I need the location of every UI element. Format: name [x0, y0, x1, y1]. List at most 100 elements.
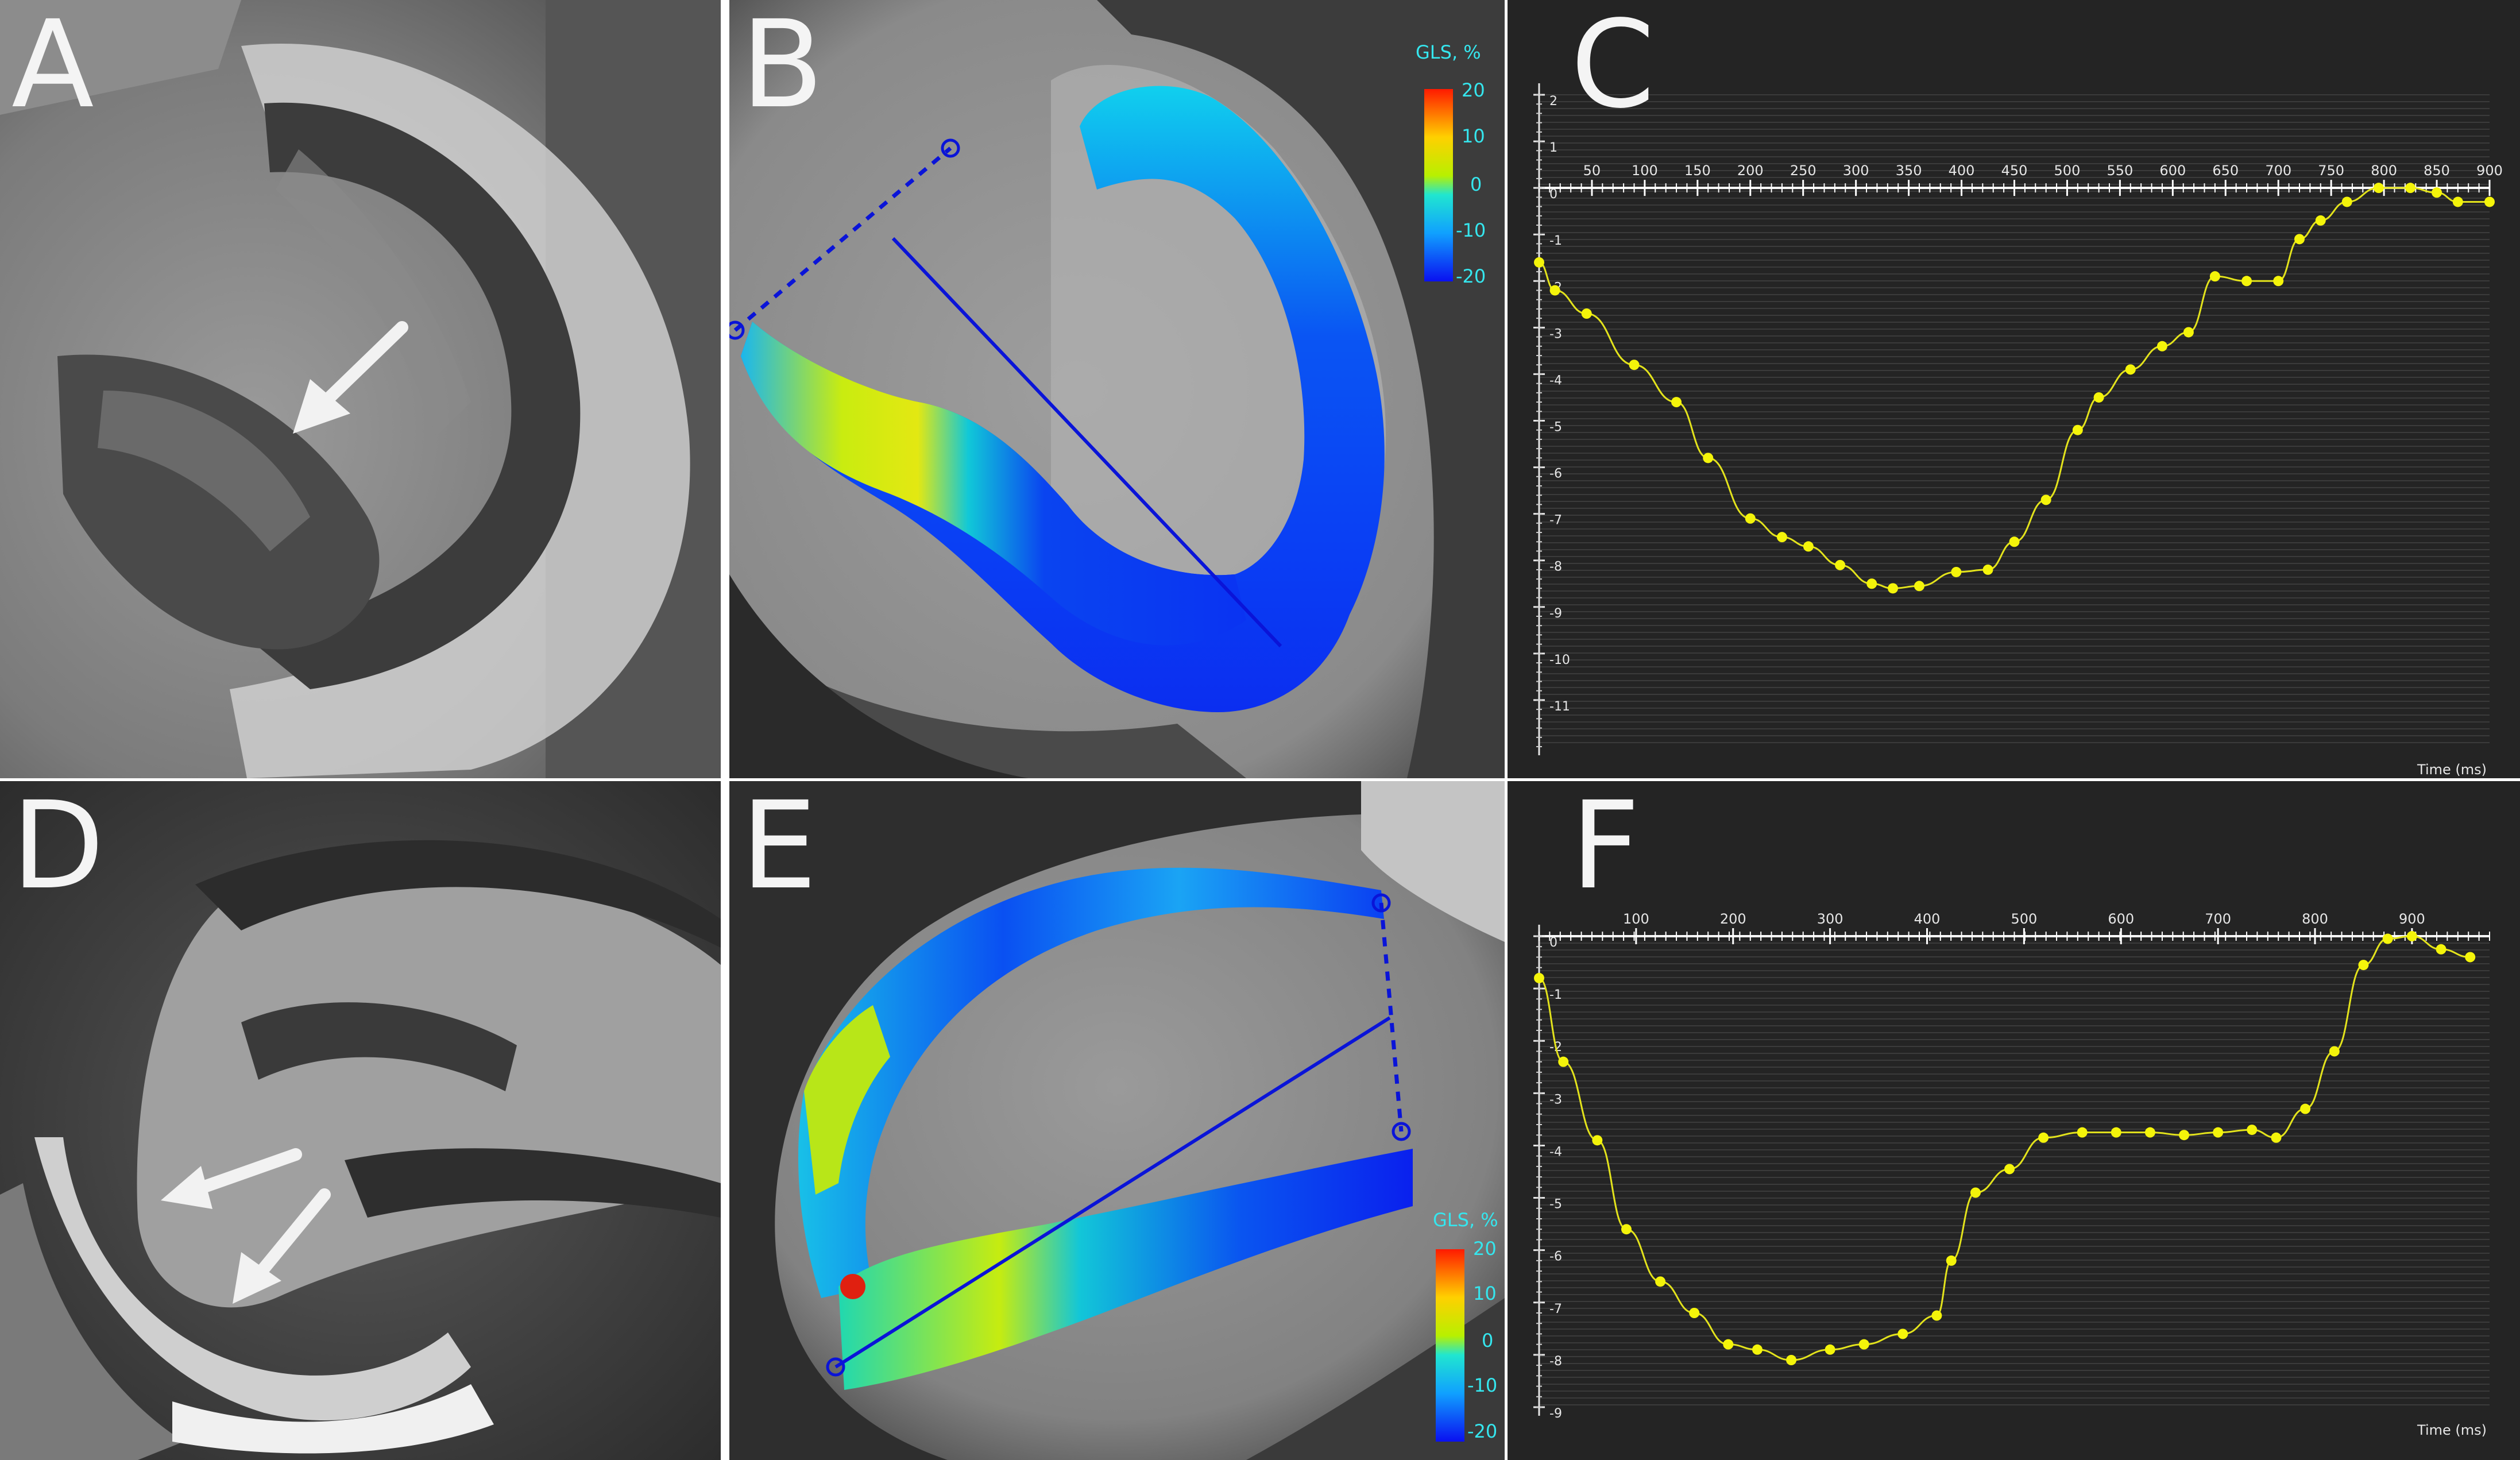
y-tick-label: -11	[1549, 700, 1570, 714]
strain-curve-point	[1689, 1308, 1700, 1318]
x-tick-label: 900	[2476, 163, 2503, 179]
panel-f-letter: F	[1571, 781, 1640, 916]
strain-curve-point	[2209, 271, 2220, 282]
strain-curve-point	[2432, 187, 2442, 198]
x-tick-label: 400	[1914, 911, 1941, 927]
strain-curve-point	[2144, 1127, 2155, 1138]
strain-curve-point	[1549, 285, 1560, 296]
strain-curve-point	[2271, 1132, 2282, 1143]
strain-curve-point	[2111, 1127, 2121, 1138]
strain-curve-point	[1534, 972, 1544, 983]
strain-curve-point	[2038, 1132, 2049, 1143]
panel-e-colorbar	[1436, 1249, 1464, 1442]
panel-e-legend-tick: 0	[1482, 1330, 1494, 1351]
x-tick-label: 550	[2107, 163, 2133, 179]
panel-f-strain-chart: 100 200 300 400 500 600 700 800 900 0 -1 -2 -3 -4 -5 -6…	[1508, 781, 2520, 1460]
panel-e-legend-title: GLS, %	[1433, 1209, 1498, 1231]
strain-curve-point	[1592, 1135, 1603, 1146]
panel-b-legend-tick: 10	[1462, 125, 1485, 147]
panel-b-legend-title: GLS, %	[1416, 41, 1481, 63]
y-tick-label: -5	[1549, 1198, 1562, 1212]
strain-curve-point	[2040, 495, 2051, 505]
panel-b-letter: B	[741, 0, 824, 135]
x-tick-label: 600	[2159, 163, 2186, 179]
x-tick-label: 350	[1896, 163, 1922, 179]
y-tick-label: 0	[1549, 187, 1557, 202]
panel-d-arrows	[161, 1148, 331, 1304]
strain-curve-point	[2484, 196, 2495, 207]
panel-d-mri-drawing	[0, 781, 721, 1460]
x-tick-label: 450	[2001, 163, 2028, 179]
panel-c-letter: C	[1571, 0, 1655, 135]
panel-e-legend-tick: -10	[1467, 1374, 1498, 1396]
strain-curve-point	[2315, 215, 2326, 226]
strain-curve-point	[2300, 1103, 2311, 1114]
strain-curve-point	[2247, 1125, 2258, 1135]
x-tick-label: 800	[2371, 163, 2397, 179]
strain-curve-point	[1558, 1056, 1569, 1067]
panel-e-legend-tick: -20	[1467, 1420, 1498, 1442]
strain-curve-point	[1946, 1255, 1957, 1266]
strain-curve-point	[2156, 341, 2167, 352]
y-tick-label: 2	[1549, 94, 1557, 109]
strain-curve-point	[1671, 397, 1682, 408]
strain-curve-point	[2213, 1127, 2224, 1138]
x-tick-label: 400	[1949, 163, 1975, 179]
strain-curve-point	[1866, 578, 1877, 589]
panel-e-legend-tick: 20	[1473, 1238, 1497, 1260]
x-tick-label: 700	[2205, 911, 2231, 927]
panel-a-mri-image: A	[0, 0, 721, 778]
y-tick-label: -7	[1549, 1302, 1562, 1316]
strain-curve-point	[1703, 453, 1714, 464]
strain-curve-point	[2294, 234, 2305, 245]
x-tick-label: 700	[2265, 163, 2291, 179]
panel-e-legend-tick: 10	[1473, 1283, 1497, 1304]
strain-curve-point	[2179, 1130, 2190, 1141]
strain-curve-point	[1655, 1276, 1666, 1287]
strain-curve-point	[2436, 944, 2446, 955]
strain-curve-point	[1723, 1339, 1734, 1350]
x-tick-label: 200	[1720, 911, 1746, 927]
strain-curve-point	[2341, 196, 2352, 207]
panel-e-strain-map: GLS, % 20 10 0 -10 -20 E	[729, 781, 1505, 1460]
x-tick-label: 750	[2318, 163, 2344, 179]
x-tick-label: 600	[2108, 911, 2134, 927]
panel-f-chart-svg: 100 200 300 400 500 600 700 800 9000-1-2-3-4-5-6…	[1533, 911, 2490, 1438]
strain-curve-point	[1621, 1224, 1632, 1235]
strain-curve-point	[2382, 933, 2393, 944]
panel-a-arrow	[293, 321, 408, 434]
y-tick-label: 0	[1549, 936, 1557, 950]
x-tick-label: 100	[1632, 163, 1658, 179]
panel-b-legend-tick: -20	[1456, 265, 1486, 287]
y-tick-label: -8	[1549, 1354, 1562, 1369]
strain-curve-point	[1970, 1187, 1981, 1198]
y-tick-label: -9	[1549, 607, 1562, 621]
strain-curve-point	[1951, 566, 1962, 577]
strain-curve-point	[2072, 424, 2083, 435]
strain-curve-line	[1539, 935, 2471, 1361]
strain-curve-point	[1752, 1344, 1763, 1355]
x-tick-label: 850	[2424, 163, 2450, 179]
x-tick-label: 300	[1843, 163, 1869, 179]
y-tick-label: -6	[1549, 1250, 1562, 1264]
panel-b-legend-tick: 20	[1462, 79, 1485, 101]
y-tick-label: -5	[1549, 420, 1562, 435]
panel-a-mri-drawing	[0, 0, 721, 778]
strain-curve-point	[2452, 196, 2463, 207]
y-tick-label: -6	[1549, 467, 1562, 481]
panel-a-letter: A	[11, 0, 94, 135]
strain-curve-line	[1539, 187, 2490, 589]
x-tick-label: 500	[2054, 163, 2081, 179]
panel-b-strain-drawing	[729, 0, 1505, 778]
strain-curve-point	[1914, 581, 1924, 592]
panel-b-strain-map: GLS, % 20 10 0 -10 -20 B	[729, 0, 1505, 778]
x-tick-label: 200	[1737, 163, 1764, 179]
strain-curve-point	[2183, 327, 2194, 338]
panel-d-letter: D	[11, 781, 105, 916]
strain-curve-point	[2358, 960, 2369, 971]
strain-curve-point	[2077, 1127, 2088, 1138]
strain-curve-point	[2329, 1046, 2340, 1057]
y-tick-label: -7	[1549, 513, 1562, 528]
x-axis-label: Time (ms)	[2417, 762, 2487, 778]
y-tick-label: -1	[1549, 988, 1562, 1002]
